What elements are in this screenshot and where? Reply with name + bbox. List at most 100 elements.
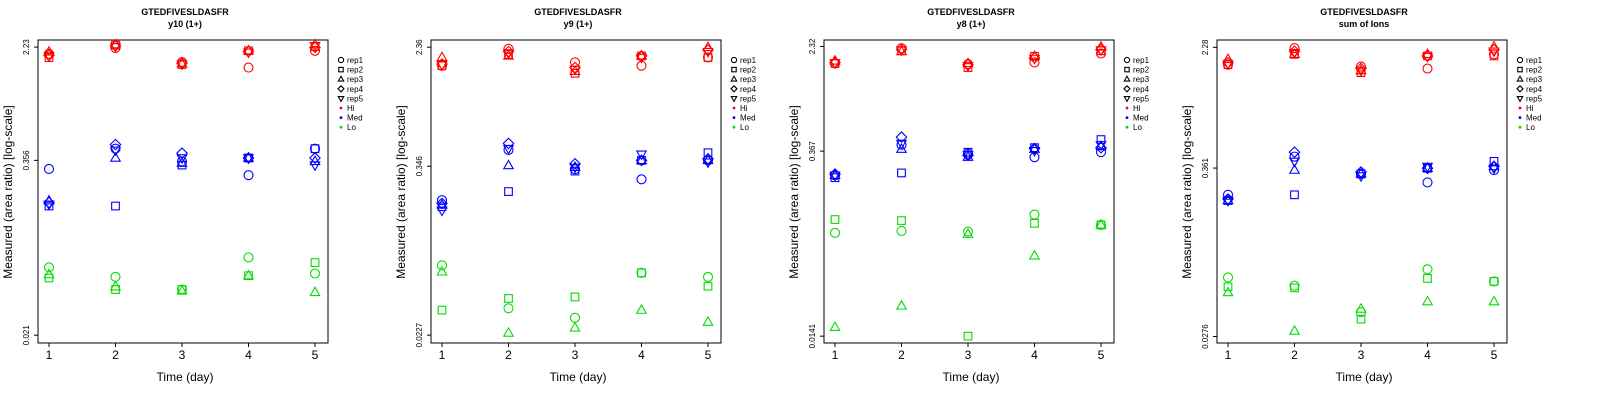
y-tick-label: 0.361 <box>1201 158 1210 179</box>
data-point <box>176 156 188 167</box>
plot-frame <box>1216 39 1508 344</box>
legend-label: rep2 <box>1133 66 1150 75</box>
data-point <box>637 156 646 165</box>
plot-frame <box>823 39 1115 344</box>
chart-title: GTEDFIVESLDASFR <box>534 7 622 17</box>
data-point <box>895 142 908 153</box>
legend-label: rep2 <box>347 66 364 75</box>
legend-label: rep1 <box>740 56 757 65</box>
data-point <box>1421 162 1434 173</box>
y-tick-label: 0.0227 <box>415 322 424 347</box>
data-point <box>309 45 321 56</box>
x-axis-label: Time (day) <box>1336 370 1393 384</box>
data-point <box>1028 142 1041 153</box>
legend-marker <box>1518 106 1522 110</box>
data-point <box>1222 59 1234 70</box>
data-point <box>1289 280 1300 291</box>
x-axis-label: Time (day) <box>157 370 214 384</box>
data-point <box>242 151 255 162</box>
legend-marker <box>337 96 345 103</box>
data-point <box>635 150 648 161</box>
data-point <box>243 62 254 73</box>
data-point <box>1288 146 1301 159</box>
data-point <box>895 131 908 144</box>
data-point <box>242 154 255 165</box>
x-tick-label: 4 <box>245 348 252 362</box>
legend-label: rep4 <box>347 85 364 94</box>
data-point <box>1290 283 1299 293</box>
legend-marker <box>1125 116 1129 119</box>
x-tick-label: 3 <box>965 348 972 362</box>
data-point <box>310 144 320 154</box>
x-tick-label: 1 <box>832 348 839 362</box>
y-tick-label: 0.356 <box>22 150 31 171</box>
data-point <box>1222 196 1234 207</box>
data-point <box>1096 135 1106 144</box>
x-tick-label: 2 <box>112 348 119 362</box>
data-point <box>635 154 648 167</box>
data-point <box>963 331 973 341</box>
data-point <box>703 53 713 62</box>
y-tick-label: 2.23 <box>22 39 31 55</box>
data-point <box>1222 286 1234 297</box>
legend-label: Med <box>1133 114 1149 123</box>
data-point <box>1029 57 1040 68</box>
data-point <box>1355 172 1367 183</box>
x-tick-label: 5 <box>312 348 319 362</box>
legend-marker <box>1125 106 1129 110</box>
data-point <box>1030 218 1039 228</box>
data-point <box>1223 282 1233 292</box>
data-point <box>1029 209 1040 220</box>
data-point <box>962 227 974 238</box>
legend-label: rep3 <box>740 75 757 84</box>
data-point <box>702 52 714 63</box>
chart-title: GTEDFIVESLDASFR <box>1320 7 1408 17</box>
legend-marker <box>730 85 738 93</box>
legend-label: Lo <box>347 123 356 132</box>
legend-label: rep2 <box>740 66 757 75</box>
data-point <box>1421 295 1434 306</box>
data-point <box>309 143 321 154</box>
legend-marker <box>731 66 737 73</box>
data-point <box>962 62 974 73</box>
data-point <box>702 41 714 52</box>
legend-marker <box>1518 116 1522 119</box>
data-point <box>1095 218 1107 229</box>
legend-marker <box>730 75 738 82</box>
data-point <box>309 41 321 52</box>
x-tick-label: 1 <box>1225 348 1232 362</box>
data-point <box>436 195 448 206</box>
data-point <box>895 139 908 150</box>
legend-marker <box>1517 66 1523 73</box>
legend-label: rep3 <box>1526 75 1543 84</box>
data-point <box>43 200 55 211</box>
data-point <box>109 138 122 151</box>
data-point <box>895 299 908 310</box>
data-point <box>896 225 907 236</box>
data-point <box>176 147 188 160</box>
data-point <box>309 286 321 297</box>
data-point <box>309 152 321 164</box>
data-point <box>897 168 906 178</box>
y-tick-label: 0.021 <box>22 325 31 346</box>
data-point <box>243 252 254 263</box>
data-point <box>436 206 448 217</box>
y-tick-label: 0.0141 <box>808 323 817 348</box>
legend-marker <box>1123 85 1131 93</box>
data-point <box>703 148 713 158</box>
data-point <box>1096 220 1106 230</box>
data-point <box>1422 63 1433 74</box>
data-point <box>1222 52 1234 63</box>
data-point <box>503 303 514 314</box>
legend-label: rep3 <box>347 75 364 84</box>
legend-marker <box>337 85 345 93</box>
legend-marker <box>732 125 736 129</box>
y-axis-label: Measured (area ratio) [log-scale] <box>787 105 801 278</box>
chart-title: GTEDFIVESLDASFR <box>927 7 1015 17</box>
data-point <box>569 312 581 323</box>
data-point <box>702 315 714 326</box>
data-point <box>569 321 581 332</box>
data-point <box>1488 295 1500 306</box>
y-tick-label: 0.346 <box>415 156 424 177</box>
